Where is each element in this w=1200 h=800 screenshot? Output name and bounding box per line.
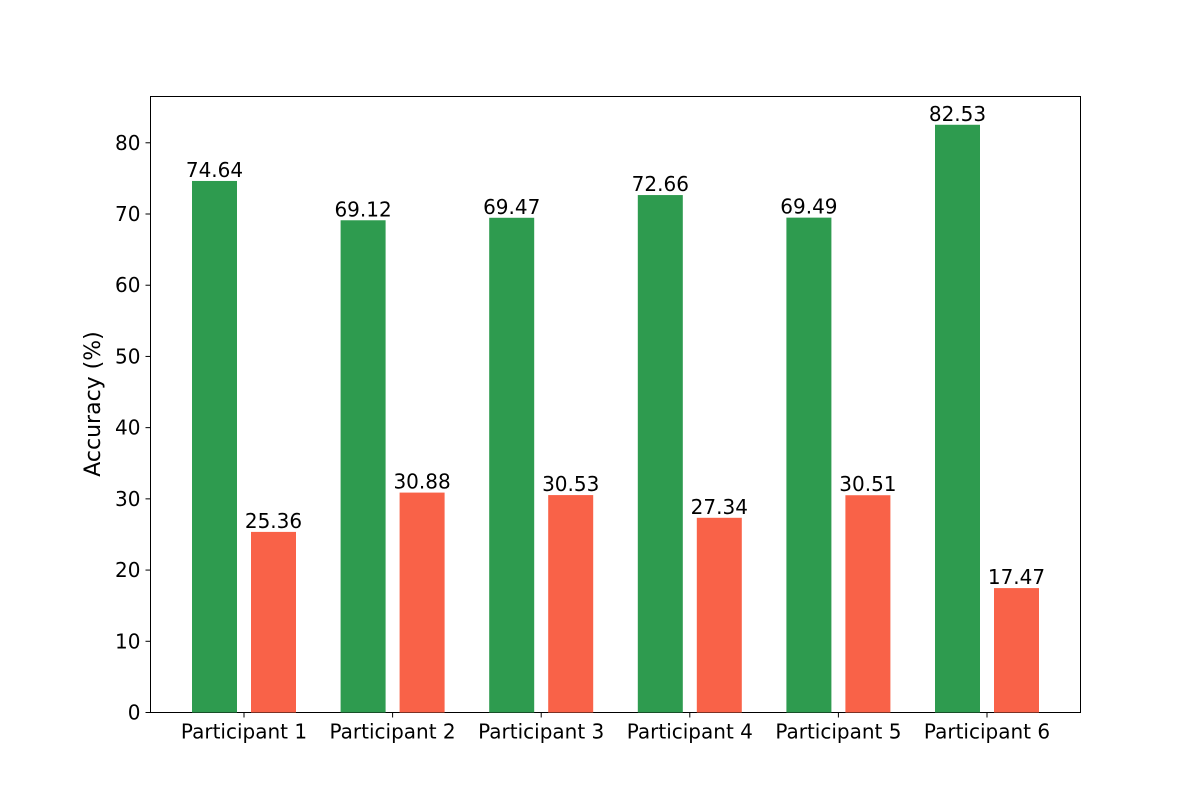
y-tick-label-40: 40 bbox=[115, 416, 140, 440]
x-tick-label-3: Participant 3 bbox=[478, 720, 604, 744]
bar-series2-participant-6 bbox=[994, 588, 1039, 713]
bar-series2-participant-1 bbox=[251, 531, 296, 713]
data-label-series1-participant-4: 72.66 bbox=[632, 172, 689, 196]
y-tick-label-10: 10 bbox=[115, 629, 140, 653]
bar-series2-participant-4 bbox=[696, 517, 742, 713]
bar-series2-participant-3 bbox=[548, 495, 594, 713]
bar-series1-participant-3 bbox=[489, 217, 535, 713]
y-tick-label-30: 30 bbox=[115, 487, 140, 511]
data-label-series1-participant-1: 74.64 bbox=[186, 158, 243, 182]
x-tick-label-1: Participant 1 bbox=[181, 720, 307, 744]
x-tick-label-6: Participant 6 bbox=[924, 720, 1050, 744]
data-label-series2-participant-3: 30.53 bbox=[542, 472, 599, 496]
y-tick-label-50: 50 bbox=[115, 344, 140, 368]
y-tick-label-0: 0 bbox=[128, 701, 141, 725]
y-tick-label-20: 20 bbox=[115, 558, 140, 582]
data-label-series2-participant-4: 27.34 bbox=[691, 495, 748, 519]
x-tick-label-2: Participant 2 bbox=[330, 720, 456, 744]
y-axis: 0 10 20 30 40 50 60 70 80 bbox=[115, 131, 151, 725]
bar-series1-participant-6 bbox=[935, 124, 980, 713]
bar-series2-participant-5 bbox=[845, 495, 891, 713]
data-label-series1-participant-5: 69.49 bbox=[780, 195, 837, 219]
bar-series2-participant-2 bbox=[399, 492, 445, 713]
bars bbox=[192, 124, 1039, 713]
data-label-series2-participant-5: 30.51 bbox=[839, 472, 896, 496]
y-tick-label-70: 70 bbox=[115, 202, 140, 226]
y-tick-label-60: 60 bbox=[115, 273, 140, 297]
x-tick-label-5: Participant 5 bbox=[775, 720, 901, 744]
x-axis: Participant 1 Participant 2 Participant 3 P… bbox=[181, 712, 1050, 744]
bar-series1-participant-2 bbox=[340, 220, 386, 713]
data-label-series1-participant-2: 69.12 bbox=[334, 197, 391, 221]
data-labels: 74.64 25.36 69.12 30.88 69.47 30.53 72.66 27.34… bbox=[186, 102, 1045, 589]
data-label-series2-participant-2: 30.88 bbox=[393, 470, 450, 494]
data-label-series2-participant-6: 17.47 bbox=[988, 565, 1045, 589]
x-tick-label-4: Participant 4 bbox=[627, 720, 753, 744]
plot-frame bbox=[150, 96, 1081, 713]
y-axis-label: Accuracy (%) bbox=[81, 331, 106, 477]
y-tick-label-80: 80 bbox=[115, 131, 140, 155]
data-label-series1-participant-6: 82.53 bbox=[929, 102, 986, 126]
bar-series1-participant-5 bbox=[786, 217, 832, 713]
bar-series1-participant-1 bbox=[192, 180, 237, 713]
data-label-series1-participant-3: 69.47 bbox=[483, 195, 540, 219]
bar-series1-participant-4 bbox=[637, 195, 683, 713]
data-label-series2-participant-1: 25.36 bbox=[245, 509, 302, 533]
